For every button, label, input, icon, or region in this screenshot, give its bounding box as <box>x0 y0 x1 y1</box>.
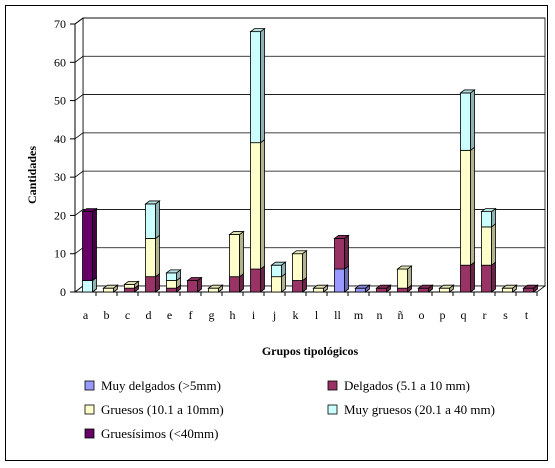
x-tick-label: p <box>440 308 446 322</box>
bar-segment <box>145 200 160 240</box>
bar-segment <box>460 146 475 267</box>
bar-segment <box>82 207 97 282</box>
legend-entry: Muy delgados (>5mm) <box>84 378 221 393</box>
bar-segment <box>250 138 265 270</box>
y-tick-label: 10 <box>54 247 66 261</box>
gridline <box>74 132 545 140</box>
bar-segment <box>481 223 496 267</box>
y-tick-labels: 0 10 20 30 40 50 60 70 <box>54 17 66 299</box>
bar-top-face <box>123 280 140 285</box>
legend-swatch <box>327 380 338 391</box>
gridline <box>74 170 545 178</box>
x-tick-label: e <box>167 308 172 322</box>
legend-label: Delgados (5.1 a 10 mm) <box>344 378 470 393</box>
x-tick-label: h <box>230 308 236 322</box>
y-axis-label: Cantidades <box>25 146 39 204</box>
bar-segment <box>250 265 265 293</box>
x-tick-label: j <box>272 308 276 322</box>
x-tick-label: l <box>315 308 319 322</box>
gridline <box>74 17 545 25</box>
x-axis-label: Grupos tipológicos <box>262 344 359 358</box>
bar-top-face <box>207 284 224 289</box>
x-tick-label: g <box>209 308 215 322</box>
legend-label: Gruesos (10.1 a 10mm) <box>101 402 224 417</box>
bar-segment <box>460 89 475 152</box>
bar-segment <box>460 261 475 293</box>
bar-segment <box>229 230 244 278</box>
x-tick-label: i <box>252 308 256 322</box>
bar-top-face <box>522 284 539 289</box>
y-tick-label: 70 <box>54 17 66 31</box>
x-tick-label: m <box>354 308 364 322</box>
bar-top-face <box>501 284 518 289</box>
x-tick-label: n <box>377 308 383 322</box>
x-tick-label: q <box>461 308 467 322</box>
bar-top-face <box>291 250 308 255</box>
legend-entry: Gruesos (10.1 a 10mm) <box>84 402 224 417</box>
x-tick-label: s <box>503 308 508 322</box>
legend-label: Muy gruesos (20.1 a 40 mm) <box>344 402 495 417</box>
bar-top-face <box>438 284 455 289</box>
x-tick-label: ñ <box>398 308 404 322</box>
bar-segment <box>292 249 307 282</box>
x-tick-label: k <box>293 308 299 322</box>
x-tick-label: a <box>83 308 89 322</box>
bar-top-face <box>228 231 245 235</box>
bar-segment <box>250 27 265 144</box>
x-tick-label: ll <box>334 308 341 322</box>
gridline <box>74 55 545 63</box>
bar-top-face <box>270 261 287 266</box>
legend-label: Gruesísimos (<40mm) <box>101 426 218 441</box>
legend-entry: Gruesísimos (<40mm) <box>84 426 218 441</box>
legend: Muy delgados (>5mm) Delgados (5.1 a 10 mm… <box>84 378 495 441</box>
gridline <box>74 94 545 101</box>
bar-top-face <box>312 284 329 289</box>
legend-swatch <box>84 404 95 415</box>
x-tick-label: c <box>125 308 130 322</box>
legend-swatch <box>327 404 338 415</box>
bar-segment <box>334 234 349 270</box>
legend-swatch <box>84 380 95 391</box>
bar-top-face <box>480 208 497 213</box>
y-tick-label: 60 <box>54 55 66 69</box>
legend-swatch <box>84 428 95 439</box>
bar-top-face <box>186 277 203 281</box>
x-tick-labels: a b c d e f g h i j k l ll m n ñ o p q r s t <box>83 308 529 322</box>
y-tick-label: 0 <box>60 285 66 299</box>
bar-top-face <box>81 208 98 213</box>
bar-segment <box>334 265 349 293</box>
x-tick-label: d <box>146 308 152 322</box>
legend-label: Muy delgados (>5mm) <box>101 378 221 393</box>
bar-top-face <box>102 284 119 289</box>
bar-top-face <box>417 284 434 289</box>
x-tick-label: r <box>483 308 487 322</box>
gridline <box>74 209 545 216</box>
bar-segment <box>82 276 97 293</box>
x-tick-label: t <box>525 308 529 322</box>
bar-top-face <box>396 265 413 270</box>
bar-segment <box>481 261 496 293</box>
legend-entry: Delgados (5.1 a 10 mm) <box>327 378 470 393</box>
bar-top-face <box>165 269 182 274</box>
bars-group <box>81 27 539 293</box>
bar-top-face <box>459 89 476 94</box>
legend-entry: Muy gruesos (20.1 a 40 mm) <box>327 402 495 417</box>
y-tick-label: 50 <box>54 94 66 108</box>
bar-top-face <box>333 234 350 239</box>
x-tick-label: f <box>189 308 193 322</box>
bar-top-face <box>354 284 371 289</box>
y-tick-label: 40 <box>54 132 66 146</box>
x-tick-label: b <box>104 308 110 322</box>
y-tick-label: 20 <box>54 208 66 222</box>
bar-top-face <box>144 200 161 205</box>
bar-top-face <box>249 28 266 33</box>
bar-top-face <box>375 284 392 289</box>
bar-segment <box>145 234 160 278</box>
y-tick-label: 30 <box>54 170 66 184</box>
x-tick-label: o <box>419 308 425 322</box>
